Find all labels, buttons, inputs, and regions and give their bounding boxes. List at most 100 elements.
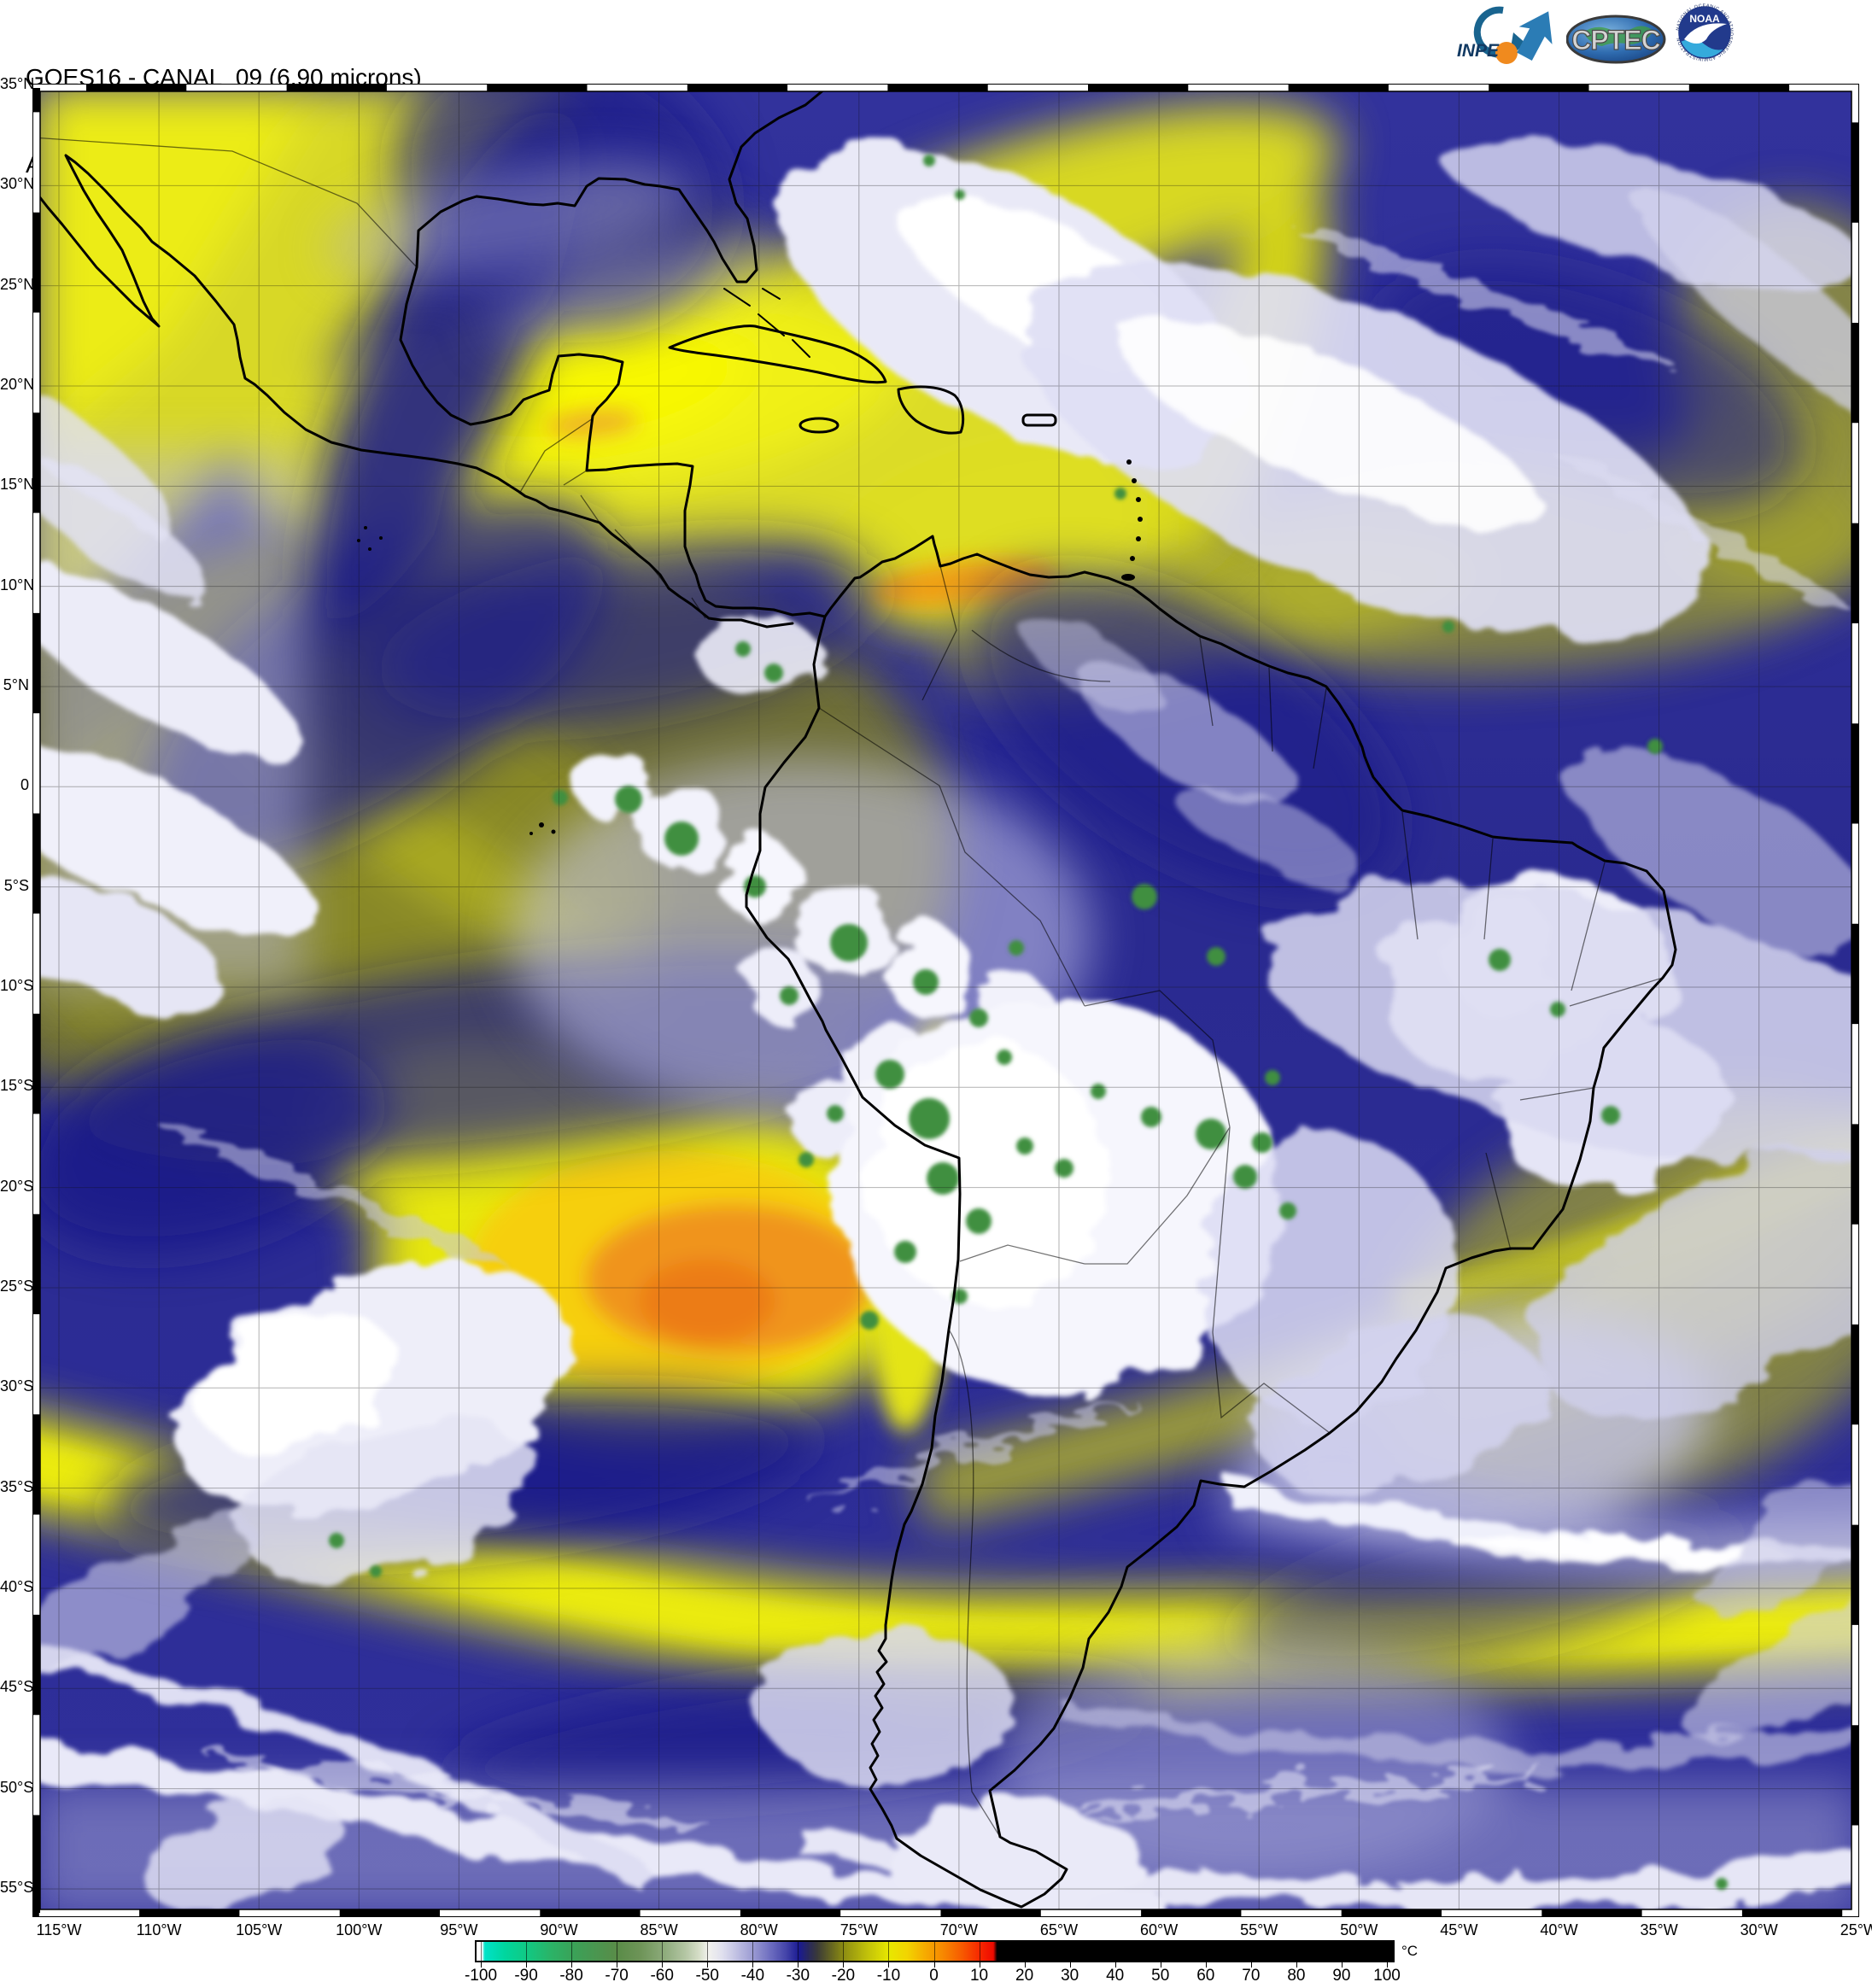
- lat-tick-label: 35°S: [0, 1477, 34, 1495]
- colorbar-tick-stub: [933, 1962, 935, 1968]
- colorbar-tick-value: 60: [1196, 1967, 1215, 1985]
- colorbar-tick-value: -20: [831, 1967, 856, 1985]
- lon-tick-label: 50°W: [1340, 1921, 1378, 1938]
- cold-cloud-top-cells: [329, 155, 1728, 1890]
- lon-tick-label: 85°W: [640, 1921, 678, 1938]
- graticule-gridlines: [32, 84, 1859, 1917]
- colorbar-tick-value: 30: [1061, 1967, 1079, 1985]
- jamaica-coastline: [799, 417, 839, 434]
- colorbar-tick-stub: [798, 1962, 799, 1968]
- colorbar-tick-value: -10: [876, 1967, 901, 1985]
- noaa-emblem-icon: [1679, 7, 1730, 58]
- noaa-wordmark: NOAA: [1689, 13, 1720, 25]
- cirrus-streak-layer: [156, 225, 1849, 1829]
- lon-tick-label: 45°W: [1440, 1921, 1478, 1938]
- colorbar-tick-line: [662, 1942, 664, 1961]
- colorbar-tick-line: [481, 1942, 482, 1961]
- lat-tick-label: 30°N: [0, 175, 35, 193]
- lat-tick-label: 50°S: [0, 1778, 34, 1796]
- colorbar-tick-value: -30: [786, 1967, 810, 1985]
- lon-tick-label: 115°W: [36, 1921, 82, 1938]
- lat-tick-label: 5°S: [3, 876, 29, 894]
- colorbar-tick-value: -90: [514, 1967, 538, 1985]
- colorbar-tick-value: 40: [1106, 1967, 1125, 1985]
- lat-tick-label: 35°N: [0, 75, 35, 92]
- south-america-coastline: [745, 535, 1677, 1909]
- colorbar-tick-value: 80: [1287, 1967, 1306, 1985]
- cptec-wordmark: CPTEC: [1571, 25, 1660, 56]
- colorbar-tick-value: 90: [1332, 1967, 1351, 1985]
- colorbar-tick-stub: [888, 1962, 890, 1968]
- lat-tick-label: 20°S: [0, 1177, 34, 1195]
- inpe-logo: INPE: [1457, 6, 1553, 64]
- lon-tick-label: 25°W: [1840, 1921, 1872, 1938]
- colorbar-unit-label: °C: [1401, 1943, 1419, 1959]
- lat-tick-label: 45°S: [0, 1678, 34, 1696]
- colorbar-tick-stub: [526, 1962, 528, 1968]
- inpe-orange-dot-icon: [1495, 42, 1518, 64]
- political-borders: [32, 137, 1664, 1838]
- cloud-layer: [32, 136, 1859, 1917]
- lon-tick-label: 75°W: [839, 1921, 878, 1938]
- puerto-rico-coastline: [1021, 413, 1057, 427]
- colorbar-tick-stub: [752, 1962, 754, 1968]
- lon-tick-label: 100°W: [336, 1921, 383, 1938]
- lon-tick-label: 55°W: [1240, 1921, 1278, 1938]
- lon-tick-label: 95°W: [440, 1921, 478, 1938]
- colorbar-tick-stub: [707, 1962, 709, 1968]
- lat-tick-label: 10°N: [0, 576, 35, 593]
- lon-tick-label: 70°W: [939, 1921, 978, 1938]
- colorbar-tick-value: 20: [1015, 1967, 1034, 1985]
- inpe-up-arrow-icon: [1517, 11, 1553, 61]
- colorbar-tick-value: -50: [695, 1967, 719, 1985]
- colorbar-tick-line: [1296, 1942, 1297, 1961]
- colorbar-tick-value: 100: [1373, 1967, 1401, 1985]
- lat-tick-label: 40°S: [0, 1577, 34, 1595]
- colorbar-tick-value: 70: [1242, 1967, 1261, 1985]
- colorbar-tick-line: [1341, 1942, 1343, 1961]
- colorbar-tick-stub: [843, 1962, 845, 1968]
- lat-tick-label: 15°S: [0, 1077, 34, 1095]
- colorbar-tick-line: [526, 1942, 528, 1961]
- colorbar-tick-stub: [1341, 1962, 1343, 1968]
- colorbar-tick-stub: [1296, 1962, 1297, 1968]
- colorbar-tick-line: [571, 1942, 573, 1961]
- lat-tick-label: 10°S: [0, 976, 34, 994]
- colorbar-tick-stub: [1387, 1962, 1388, 1968]
- colorbar-tick-stub: [481, 1962, 482, 1968]
- colorbar-tick-value: -60: [650, 1967, 674, 1985]
- colorbar-tick-stub: [571, 1962, 573, 1968]
- colorbar-tick-stub: [1024, 1962, 1026, 1968]
- bahamas-coastline: [723, 288, 810, 358]
- satellite-map: [32, 84, 1859, 1917]
- colorbar-tick-value: 10: [969, 1967, 989, 1985]
- colorbar-tick-stub: [1205, 1962, 1207, 1968]
- colorbar-tick-stub: [1114, 1962, 1116, 1968]
- colorbar-tick-value: -70: [605, 1967, 629, 1985]
- colorbar-tick-line: [843, 1942, 845, 1961]
- colorbar-tick-value: 0: [929, 1967, 939, 1985]
- map-border-frame: [32, 84, 1859, 1917]
- lon-tick-label: 90°W: [540, 1921, 578, 1938]
- lat-tick-label: 0: [20, 776, 29, 794]
- island-dots: [357, 459, 1143, 835]
- hispaniola-coastline: [897, 385, 965, 435]
- colorbar-tick-line: [798, 1942, 799, 1961]
- colorbar-tick-stub: [662, 1962, 664, 1968]
- lon-tick-label: 110°W: [136, 1921, 182, 1938]
- lat-tick-label: 5°N: [3, 675, 29, 693]
- colorbar-tick-value: -80: [559, 1967, 583, 1985]
- noaa-inner-ring-icon: [1678, 6, 1731, 59]
- lon-tick-label: 105°W: [236, 1921, 283, 1938]
- colorbar-tick-line: [888, 1942, 890, 1961]
- colorbar-tick-line: [1069, 1942, 1071, 1961]
- colorbar-tick-line: [1024, 1942, 1026, 1961]
- colorbar-tick-line: [1114, 1942, 1116, 1961]
- lon-tick-label: 40°W: [1540, 1921, 1578, 1938]
- lon-tick-label: 65°W: [1039, 1921, 1079, 1938]
- cptec-logo: CPTEC: [1566, 15, 1666, 64]
- lat-tick-label: 20°N: [0, 375, 35, 393]
- colorbar-tick-value: 50: [1151, 1967, 1170, 1985]
- cptec-continents-icon: [1583, 26, 1653, 46]
